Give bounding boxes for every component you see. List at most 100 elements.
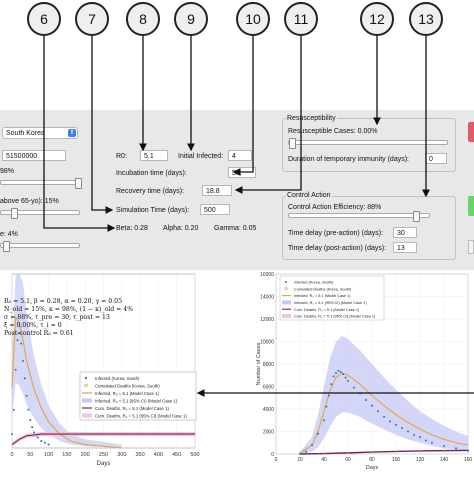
legend-entry: Infected, R₀ = 5.1 (Model Case 1) — [95, 391, 160, 396]
slider-thumb[interactable] — [289, 138, 296, 149]
x-tick-label: 0 — [10, 452, 13, 458]
legend-marker — [84, 376, 88, 380]
recovery-label: Recovery time (days): — [116, 188, 185, 195]
r0-label: R0: — [116, 153, 127, 160]
immunity-duration-label: Duration of temporary immunity (days): — [288, 156, 409, 163]
infected-point — [43, 441, 46, 444]
infected-point — [305, 450, 307, 453]
params-annotation: R₀ = 5.1, β = 0.28, α = 0.20, γ = 0.05 N… — [4, 298, 133, 338]
model-infected-line — [299, 372, 469, 454]
x-tick-label: 250 — [99, 452, 108, 458]
x-tick-label: 100 — [392, 457, 401, 463]
slider-thumb[interactable] — [413, 211, 420, 222]
legend-entry: Infected, R₀ = 5.1 (95% CI) (Model Case … — [294, 301, 367, 305]
control-efficiency-slider[interactable] — [288, 211, 430, 222]
infected-point — [389, 420, 391, 423]
resusceptibility-title: Resusceptibility — [286, 115, 337, 122]
infected-point — [401, 427, 403, 430]
infected-point — [365, 399, 367, 401]
above65-slider[interactable] — [0, 208, 80, 219]
percent-slider[interactable] — [0, 178, 82, 189]
percent-label: 98% — [0, 168, 15, 175]
pct4-slider[interactable] — [0, 241, 80, 252]
y-tick-label: 10000 — [260, 340, 274, 346]
run-button[interactable] — [468, 196, 474, 216]
infected-point — [407, 430, 409, 433]
infected-point — [330, 383, 333, 386]
recovery-input[interactable]: 18.8 — [202, 185, 232, 196]
resusceptibility-group — [282, 118, 456, 172]
deaths-ci-band — [12, 431, 195, 447]
post-action-label: Time delay (post-action) (days): — [288, 245, 387, 252]
y-tick-label: 14000 — [260, 295, 274, 301]
legend-marker — [84, 383, 88, 388]
infected-point — [29, 419, 32, 422]
slider-thumb[interactable] — [11, 208, 18, 219]
callout-arrow — [232, 36, 254, 176]
control-action-title: Control Action — [286, 192, 332, 199]
legend-marker — [282, 314, 291, 318]
infected-point — [21, 360, 24, 362]
infected-point — [36, 436, 39, 439]
x-tick-label: 160 — [464, 457, 473, 463]
slider-thumb[interactable] — [3, 241, 10, 252]
infected-point — [18, 332, 21, 335]
infected-point — [299, 452, 301, 455]
deaths-point — [442, 449, 446, 453]
initial-infected-input[interactable]: 4 — [228, 150, 252, 161]
infected-point — [335, 372, 337, 374]
right-plot: 0 2000 4000 6000 8000 10000 12000 14000 16000 0 20… — [256, 272, 473, 471]
y-tick-label: 2000 — [263, 430, 274, 436]
population-input[interactable]: 51500000 — [2, 150, 66, 161]
initial-infected-label: Initial Infected: — [178, 153, 224, 160]
resusceptible-slider[interactable] — [288, 138, 448, 149]
callout-11: 11 — [284, 2, 318, 36]
x-tick-label: 80 — [369, 457, 375, 463]
x-tick-label: 50 — [27, 452, 33, 458]
infected-point — [425, 439, 427, 442]
legend-marker — [285, 281, 287, 283]
beta-label: Beta: 0.28 — [116, 225, 148, 232]
infected-point — [32, 431, 35, 434]
infected-point — [383, 415, 385, 418]
pre-action-input[interactable]: 30 — [393, 227, 417, 238]
infected-point — [353, 386, 355, 389]
y-tick-label: 4000 — [263, 407, 274, 413]
resusceptible-cases-label: Resusceptible Cases: 0.00% — [288, 128, 378, 135]
x-tick-label: 300 — [117, 452, 126, 458]
deaths-point — [394, 450, 398, 453]
x-axis-label: Days — [97, 461, 111, 467]
stop-button[interactable] — [468, 122, 474, 142]
infected-point — [311, 444, 313, 446]
slider-thumb[interactable] — [75, 178, 82, 189]
infected-point — [443, 445, 445, 448]
y-tick-label: 12000 — [260, 317, 274, 323]
deaths-point — [418, 450, 422, 453]
params-line: N_old = 15%, κ = 98%, (1 − κ)_old = 4% — [4, 306, 134, 313]
x-tick-label: 120 — [416, 457, 425, 463]
legend-marker — [82, 398, 92, 403]
x-tick-label: 200 — [81, 452, 90, 458]
infected-point — [20, 342, 23, 345]
deaths-point — [322, 452, 326, 455]
infected-point — [431, 441, 433, 444]
callout-arrow — [91, 36, 114, 214]
country-select[interactable]: South Korea ⇕ — [2, 127, 78, 139]
legend-entry: Cumulated Deaths (Korea, South) — [95, 383, 160, 388]
x-tick-label: 140 — [440, 457, 449, 463]
legend-entry: Cum. Deaths, R₀ = 5.1 (Model Case 1) — [95, 406, 169, 411]
x-tick-label: 0 — [275, 457, 278, 463]
callout-8: 8 — [126, 2, 160, 36]
chevron-down-icon: ⇕ — [68, 129, 76, 137]
callout-10: 10 — [236, 2, 270, 36]
post-action-input[interactable]: 13 — [393, 242, 417, 253]
x-tick-label: 500 — [190, 452, 199, 458]
r0-input[interactable]: 5.1 — [140, 150, 168, 161]
infected-point — [23, 377, 26, 380]
pct4-label: e: 4% — [0, 231, 18, 238]
x-tick-label: 100 — [44, 452, 53, 458]
simulation-input[interactable]: 500 — [200, 204, 230, 215]
y-axis-label: Number of Cases — [256, 342, 262, 385]
params-line: ξ = 0.00%, τ_i = 0 — [4, 322, 62, 329]
infected-point — [467, 449, 469, 452]
